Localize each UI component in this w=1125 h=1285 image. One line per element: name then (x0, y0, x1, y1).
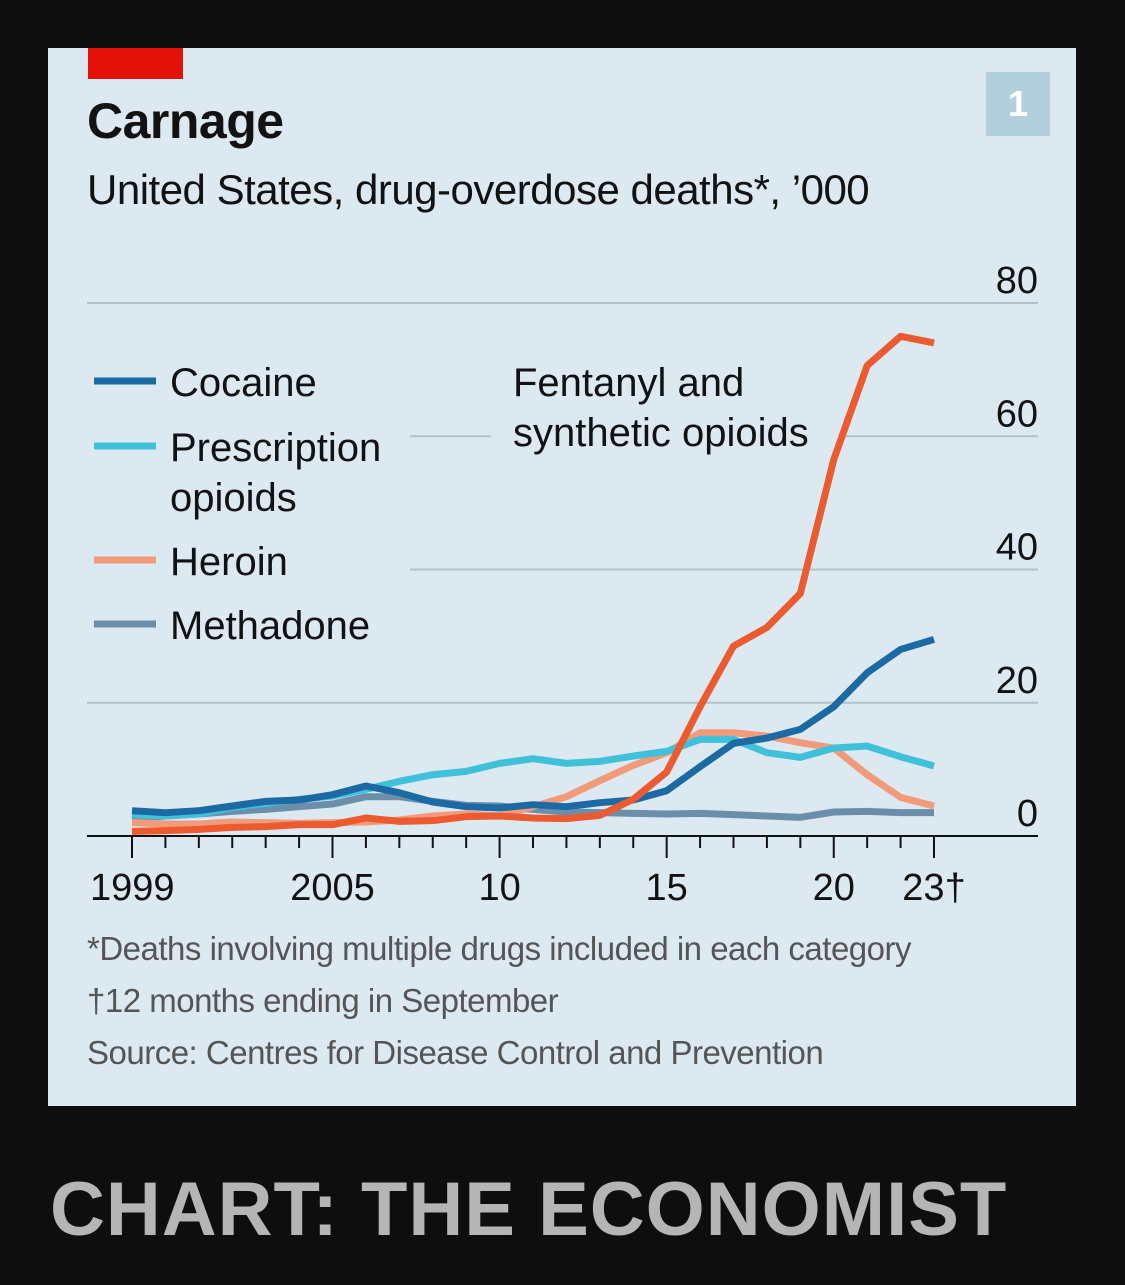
chart-credit: CHART: THE ECONOMIST (50, 1167, 1008, 1252)
legend-label-methadone: Methadone (170, 604, 370, 648)
annotation-line1: Fentanyl and (513, 361, 744, 405)
series-line-fentanyl-and-synthetic-opioids (131, 332, 935, 835)
x-tick-label-2020: 20 (813, 867, 855, 909)
source-note: Source: Centres for Disease Control and … (87, 1034, 824, 1071)
series-lines (131, 332, 936, 835)
chart-card: 1 Carnage United States, drug-overdose d… (48, 48, 1076, 1106)
red-tag (88, 48, 183, 79)
fentanyl-annotation: Fentanyl and synthetic opioids (513, 361, 809, 455)
x-axis (87, 835, 1038, 858)
x-tick-label-2015: 15 (646, 867, 688, 909)
legend: Cocaine Prescription opioids Heroin Meth… (94, 361, 381, 648)
legend-label-cocaine: Cocaine (170, 361, 317, 405)
x-tick-label-2010: 10 (478, 867, 520, 909)
line-chart: 0 20 40 60 80 1999 2005 10 15 20 23† Cocaine Pres… (87, 260, 1038, 909)
x-axis-labels: 1999 2005 10 15 20 23† (90, 867, 966, 909)
series-line-cocaine (131, 636, 936, 817)
chart-number-badge: 1 (986, 72, 1050, 136)
x-tick-label-1999: 1999 (90, 867, 175, 909)
footnote-twelve-months: †12 months ending in September (87, 982, 559, 1019)
gridlines (87, 302, 1038, 704)
annotation-line2: synthetic opioids (513, 411, 809, 455)
y-tick-label-0: 0 (1017, 793, 1038, 835)
x-tick-label-2005: 2005 (290, 867, 375, 909)
y-axis-labels: 0 20 40 60 80 (996, 260, 1038, 835)
legend-label-prescription-line2: opioids (170, 476, 297, 520)
chart-title: Carnage (87, 93, 284, 149)
x-tick-label-2023: 23† (902, 867, 965, 909)
chart-subtitle: United States, drug-overdose deaths*, ’0… (87, 166, 870, 213)
legend-label-heroin: Heroin (170, 540, 288, 584)
footnote-multiple-drugs: *Deaths involving multiple drugs include… (87, 930, 912, 967)
y-tick-label-20: 20 (996, 660, 1038, 702)
y-tick-label-80: 80 (996, 260, 1038, 302)
y-tick-label-60: 60 (996, 393, 1038, 435)
legend-label-prescription-line1: Prescription (170, 426, 381, 470)
y-tick-label-40: 40 (996, 527, 1038, 569)
